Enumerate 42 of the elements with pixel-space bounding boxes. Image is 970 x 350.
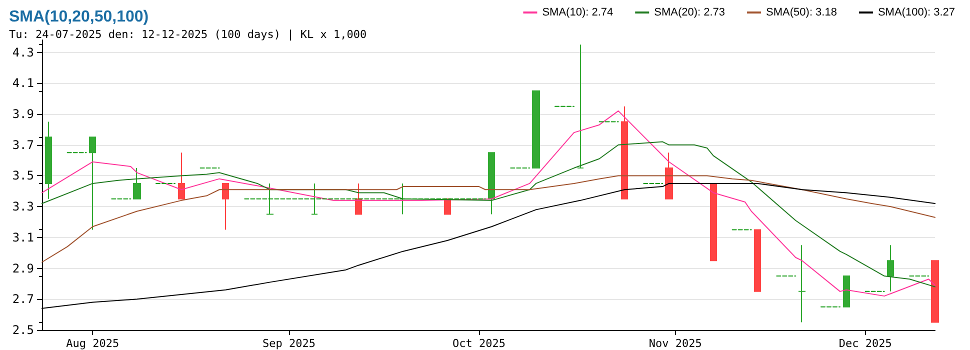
y-tick-label: 3.5 — [12, 168, 34, 183]
candlestick — [931, 260, 939, 323]
line-series — [42, 141, 936, 288]
candlestick — [355, 182, 362, 215]
candlestick — [89, 136, 96, 230]
candlestick — [754, 229, 761, 292]
y-tick-label: 3.3 — [12, 200, 34, 214]
y-tick-label: 3.7 — [12, 138, 34, 152]
line-series — [42, 175, 936, 263]
y-tick-label: 2.5 — [12, 323, 34, 337]
y-tick-label: 4.3 — [12, 45, 34, 60]
legend-label: SMA(50): 3.18 — [766, 6, 837, 18]
candlestick — [311, 182, 318, 215]
y-tick-label: 3.9 — [12, 107, 34, 122]
candlestick — [843, 276, 850, 308]
y-tick-label: 3.1 — [12, 230, 34, 244]
chart-subtitle: Tu: 24-07-2025 den: 12-12-2025 (100 days) | KL x 1,000 — [9, 28, 367, 41]
candlestick — [710, 182, 717, 262]
candlestick — [178, 152, 185, 200]
y-tick-label: 4.1 — [12, 76, 34, 90]
chart-title: SMA(10,20,50,100) — [9, 8, 149, 26]
x-tick-label: Dec 2025 — [838, 337, 892, 350]
candlestick — [532, 90, 540, 169]
x-tick-label: Nov 2025 — [648, 337, 702, 350]
x-tick-label: Sep 2025 — [262, 337, 316, 350]
legend-label: SMA(20): 2.73 — [654, 6, 726, 18]
candlestick — [665, 152, 673, 200]
candlestick — [577, 44, 584, 169]
legend-label: SMA(10): 2.74 — [542, 6, 614, 18]
candlestick — [266, 182, 274, 215]
y-tick-label: 2.9 — [12, 261, 34, 276]
candlestick — [488, 152, 495, 215]
candlestick — [222, 182, 229, 230]
x-tick-label: Oct 2025 — [452, 337, 506, 350]
candlestick — [621, 106, 628, 200]
candlestick — [45, 121, 52, 200]
candlestick — [133, 168, 141, 200]
y-tick-label: 2.7 — [12, 292, 34, 306]
x-tick-label: Aug 2025 — [66, 337, 120, 350]
legend-label: SMA(100): 3.27 — [878, 6, 956, 18]
candlestick — [798, 244, 806, 323]
candlestick — [887, 244, 894, 292]
